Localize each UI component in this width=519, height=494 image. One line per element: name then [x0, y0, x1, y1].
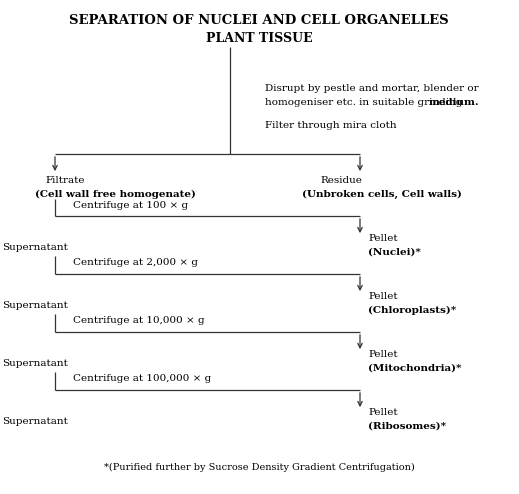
Text: Centrifuge at 100 × g: Centrifuge at 100 × g [73, 201, 188, 210]
Text: Supernatant: Supernatant [2, 301, 68, 310]
Text: Residue: Residue [320, 176, 362, 185]
Text: medium.: medium. [429, 98, 480, 107]
Text: homogeniser etc. in suitable grinding: homogeniser etc. in suitable grinding [265, 98, 466, 107]
Text: PLANT TISSUE: PLANT TISSUE [206, 32, 312, 45]
Text: SEPARATION OF NUCLEI AND CELL ORGANELLES: SEPARATION OF NUCLEI AND CELL ORGANELLES [69, 14, 449, 27]
Text: (Nuclei)*: (Nuclei)* [368, 248, 421, 257]
Text: Centrifuge at 100,000 × g: Centrifuge at 100,000 × g [73, 374, 211, 383]
Text: *(Purified further by Sucrose Density Gradient Centrifugation): *(Purified further by Sucrose Density Gr… [104, 463, 414, 472]
Text: Pellet: Pellet [368, 292, 398, 301]
Text: Filter through mira cloth: Filter through mira cloth [265, 121, 397, 130]
Text: (Unbroken cells, Cell walls): (Unbroken cells, Cell walls) [302, 190, 462, 199]
Text: (Cell wall free homogenate): (Cell wall free homogenate) [35, 190, 196, 199]
Text: Pellet: Pellet [368, 408, 398, 417]
Text: (Ribosomes)*: (Ribosomes)* [368, 422, 446, 431]
Text: Supernatant: Supernatant [2, 243, 68, 252]
Text: Disrupt by pestle and mortar, blender or: Disrupt by pestle and mortar, blender or [265, 84, 479, 93]
Text: Centrifuge at 10,000 × g: Centrifuge at 10,000 × g [73, 316, 204, 325]
Text: (Mitochondria)*: (Mitochondria)* [368, 364, 461, 373]
Text: Filtrate: Filtrate [45, 176, 85, 185]
Text: Pellet: Pellet [368, 234, 398, 243]
Text: Pellet: Pellet [368, 350, 398, 359]
Text: Supernatant: Supernatant [2, 417, 68, 426]
Text: Supernatant: Supernatant [2, 359, 68, 368]
Text: (Chloroplasts)*: (Chloroplasts)* [368, 306, 456, 315]
Text: Centrifuge at 2,000 × g: Centrifuge at 2,000 × g [73, 258, 198, 267]
